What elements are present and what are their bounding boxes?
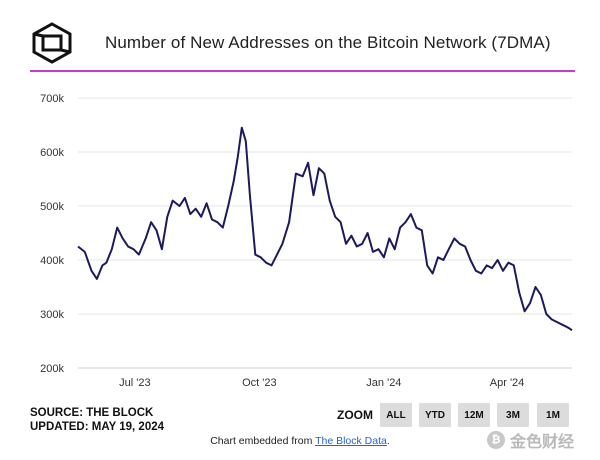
watermark: ₿ 金色财经 [487,428,574,452]
embed-suffix: . [386,435,390,447]
y-tick-label: 600k [40,147,64,159]
updated-text: UPDATED: MAY 19, 2024 [30,421,165,433]
source-text: SOURCE: THE BLOCK [30,407,154,419]
source-block: SOURCE: THE BLOCK UPDATED: MAY 19, 2024 [30,406,164,434]
embed-note: Chart embedded from The Block Data. [0,435,600,447]
y-tick-label: 400k [40,255,64,267]
title-divider [30,70,575,72]
x-tick-label: Jan '24 [366,377,401,389]
the-block-data-link[interactable]: The Block Data [315,435,387,447]
watermark-text: 金色财经 [510,434,575,451]
zoom-1m-button[interactable]: 1M [537,403,569,427]
embed-prefix: Chart embedded from [210,435,316,447]
zoom-3m-button[interactable]: 3M [497,403,529,427]
bitcoin-coin-icon: ₿ [487,431,505,449]
series-line [77,126,573,332]
zoom-all-button[interactable]: ALL [380,403,412,427]
y-tick-label: 300k [40,309,64,321]
the-block-logo-icon [32,22,72,64]
line-chart: 200k 300k 400k 500k 600k 700k Jul '23 Oct '23 Ja… [40,93,573,389]
x-tick-label: Apr '24 [490,377,525,389]
x-tick-label: Jul '23 [119,377,150,389]
zoom-label: ZOOM [337,408,373,422]
y-tick-label: 200k [40,363,64,375]
x-tick-label: Oct '23 [242,377,277,389]
zoom-ytd-button[interactable]: YTD [419,403,451,427]
y-tick-label: 700k [40,93,64,105]
y-tick-label: 500k [40,201,64,213]
chart-title: Number of New Addresses on the Bitcoin N… [105,33,551,52]
zoom-12m-button[interactable]: 12M [458,403,490,427]
